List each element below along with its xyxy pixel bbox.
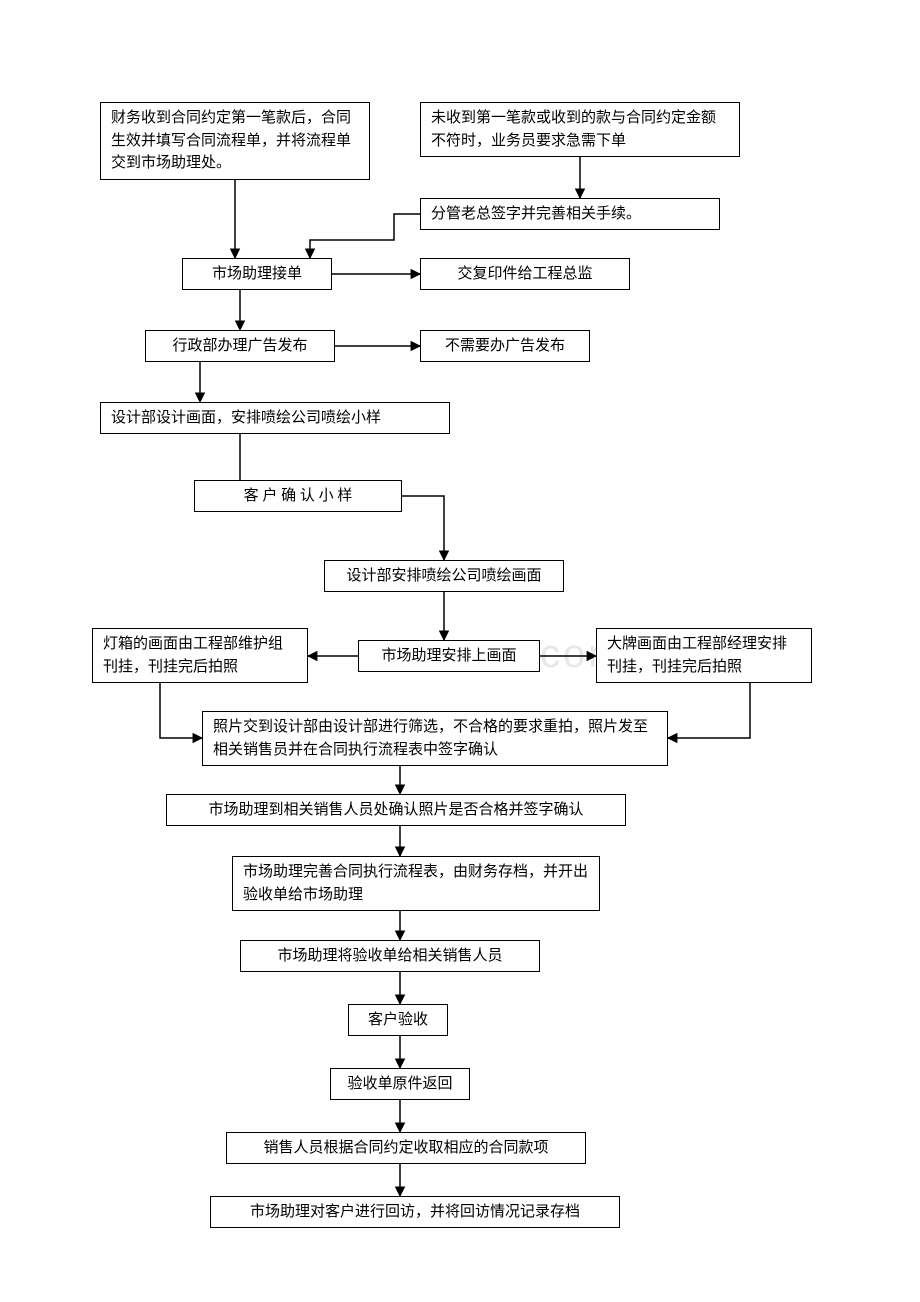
node-assistant-receive: 市场助理接单 [182,258,332,290]
node-no-payment-received: 未收到第一笔款或收到的款与合同约定金额不符时，业务员要求急需下单 [420,102,740,157]
node-text: 客户验收 [368,1009,428,1032]
node-copy-to-director: 交复印件给工程总监 [420,258,630,290]
node-return-original: 验收单原件返回 [330,1068,470,1100]
node-text: 市场助理接单 [212,263,302,286]
node-followup: 市场助理对客户进行回访，并将回访情况记录存档 [210,1196,620,1228]
node-text: 行政部办理广告发布 [172,335,307,358]
node-no-ad-needed: 不需要办广告发布 [420,330,590,362]
node-text: 市场助理对客户进行回访，并将回访情况记录存档 [250,1201,580,1224]
node-customer-acceptance: 客户验收 [348,1004,448,1036]
node-assistant-confirm-photo: 市场助理到相关销售人员处确认照片是否合格并签字确认 [166,794,626,826]
node-text: 未收到第一笔款或收到的款与合同约定金额不符时，业务员要求急需下单 [431,107,729,152]
node-customer-confirm: 客 户 确 认 小 样 [194,480,402,512]
node-text: 市场助理将验收单给相关销售人员 [277,945,502,968]
node-complete-process-form: 市场助理完善合同执行流程表，由财务存档，并开出验收单给市场助理 [232,856,600,911]
node-lightbox-install: 灯箱的画面由工程部维护组刊挂，刊挂完后拍照 [92,628,308,683]
node-billboard-install: 大牌画面由工程部经理安排刊挂，刊挂完后拍照 [596,628,812,683]
node-text: 市场助理完善合同执行流程表，由财务存档，并开出验收单给市场助理 [243,861,589,906]
node-collect-payment: 销售人员根据合同约定收取相应的合同款项 [226,1132,586,1164]
node-photo-review: 照片交到设计部由设计部进行筛选，不合格的要求重拍，照片发至相关销售员并在合同执行… [202,711,668,766]
node-text: 销售人员根据合同约定收取相应的合同款项 [263,1137,548,1160]
node-design-print: 设计部安排喷绘公司喷绘画面 [324,560,564,592]
node-text: 灯箱的画面由工程部维护组刊挂，刊挂完后拍照 [103,633,297,678]
node-manager-sign: 分管老总签字并完善相关手续。 [420,198,720,230]
node-text: 设计部设计画面，安排喷绘公司喷绘小样 [111,407,381,430]
node-text: 客 户 确 认 小 样 [244,485,353,508]
node-text: 市场助理到相关销售人员处确认照片是否合格并签字确认 [208,799,583,822]
node-text: 验收单原件返回 [347,1073,452,1096]
node-text: 财务收到合同约定第一笔款后，合同生效并填写合同流程单，并将流程单交到市场助理处。 [111,107,359,175]
node-text: 设计部安排喷绘公司喷绘画面 [346,565,541,588]
node-design-sample: 设计部设计画面，安排喷绘公司喷绘小样 [100,402,450,434]
node-text: 交复印件给工程总监 [457,263,592,286]
node-admin-ad-publish: 行政部办理广告发布 [145,330,335,362]
node-text: 市场助理安排上画面 [381,645,516,668]
node-finance-first-payment: 财务收到合同约定第一笔款后，合同生效并填写合同流程单，并将流程单交到市场助理处。 [100,102,370,180]
node-text: 照片交到设计部由设计部进行筛选，不合格的要求重拍，照片发至相关销售员并在合同执行… [213,716,657,761]
node-text: 分管老总签字并完善相关手续。 [431,203,641,226]
node-text: 不需要办广告发布 [445,335,565,358]
node-acceptance-to-sales: 市场助理将验收单给相关销售人员 [240,940,540,972]
node-text: 大牌画面由工程部经理安排刊挂，刊挂完后拍照 [607,633,801,678]
node-assistant-arrange: 市场助理安排上画面 [358,640,540,672]
